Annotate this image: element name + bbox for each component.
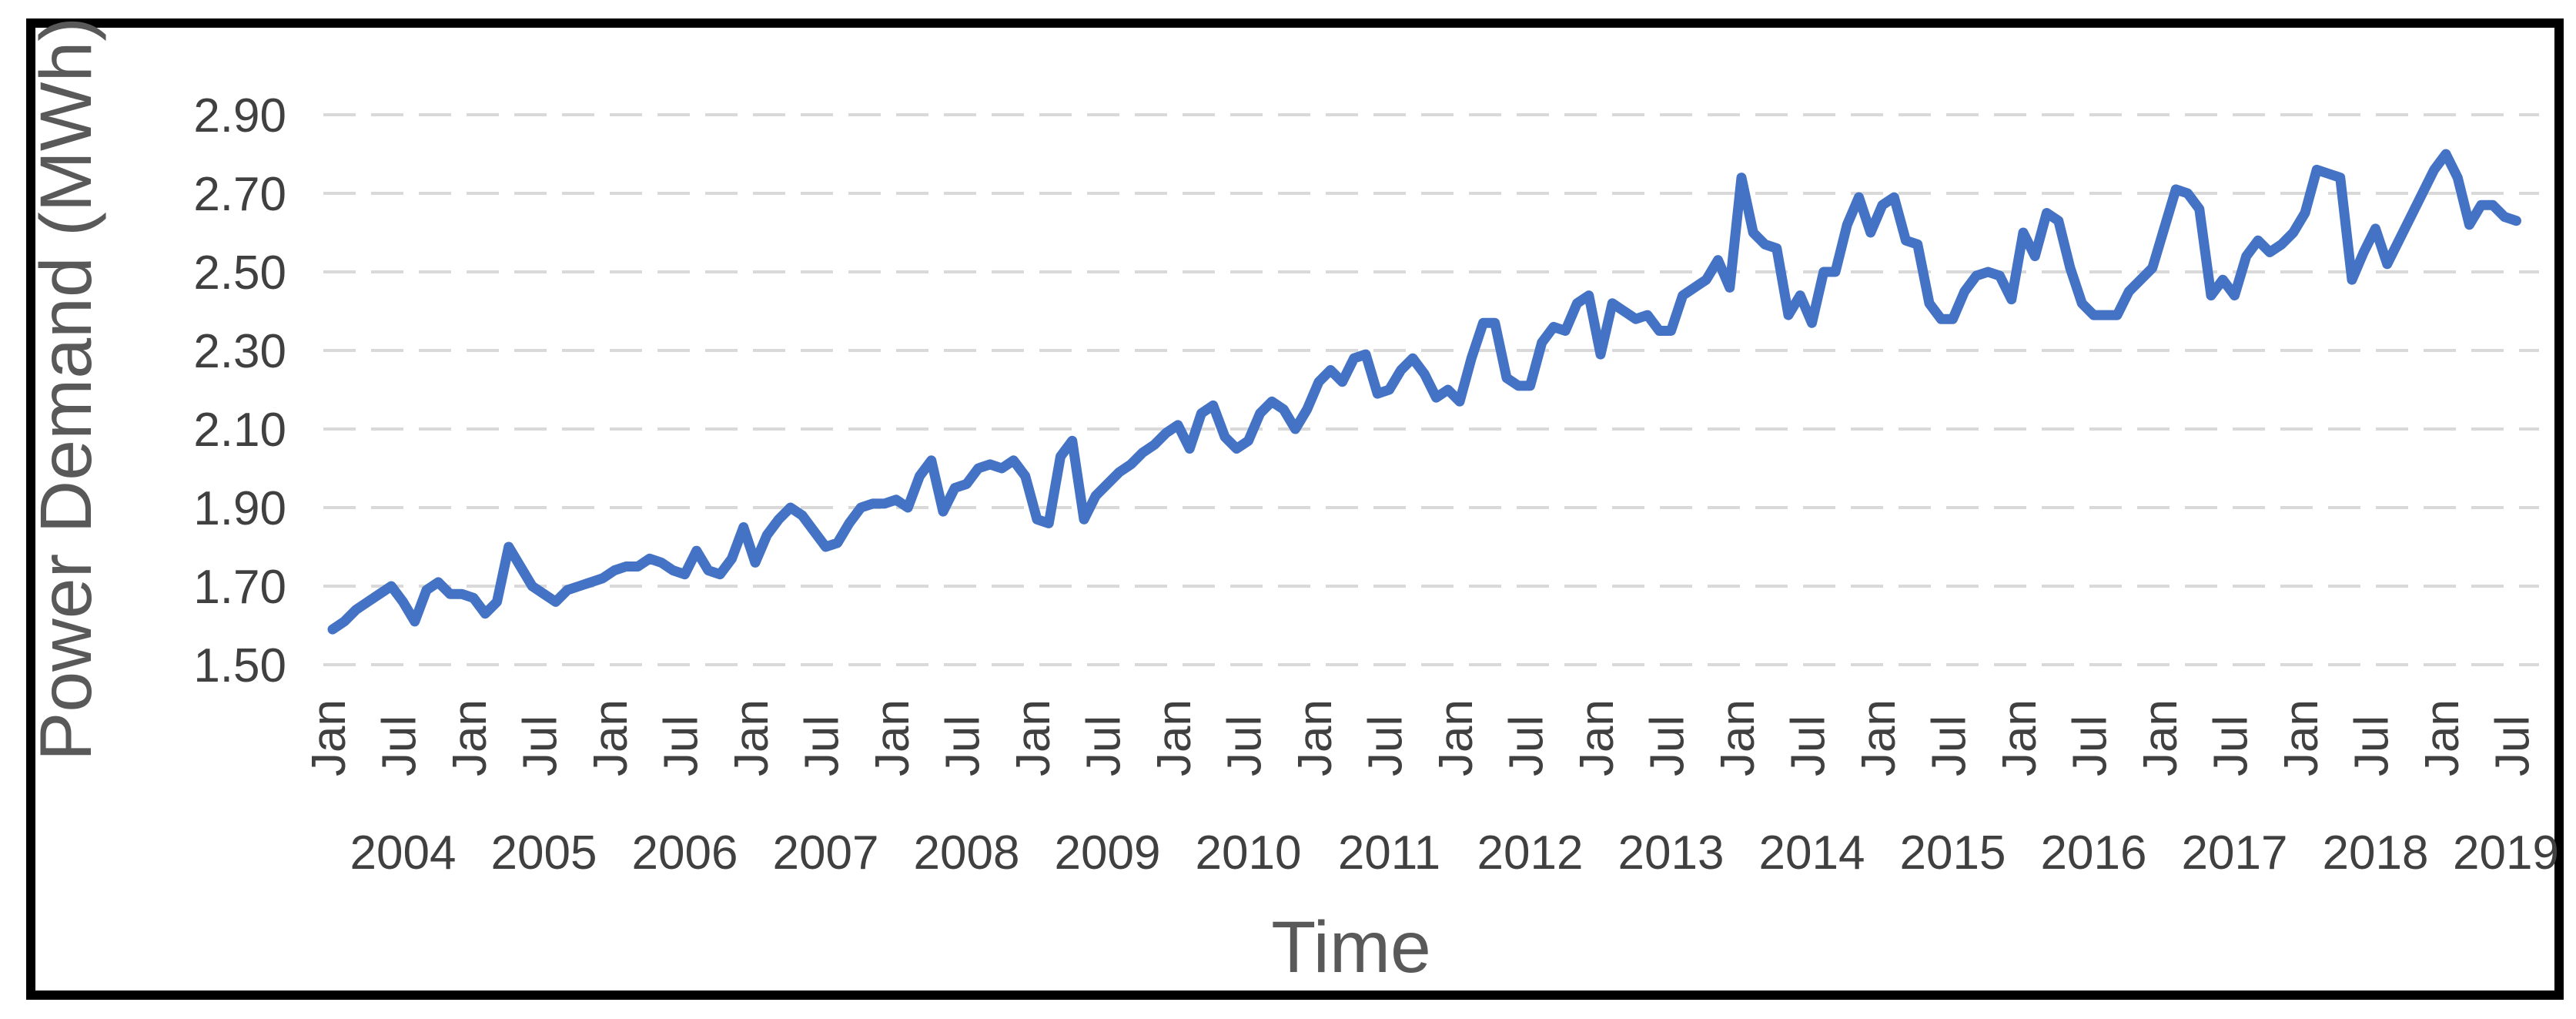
year-label: 2011	[1338, 826, 1440, 880]
x-tick-label: Jan	[1430, 699, 1483, 776]
x-tick-label: Jul	[1641, 716, 1694, 776]
y-tick-label: 2.70	[193, 168, 286, 221]
x-tick-label: Jul	[373, 716, 427, 776]
x-axis-month-tick-labels: Jan Jul Jan Jul Jan Jul Jan Jul Jan Jul Jan Jul Jan J…	[303, 699, 2540, 776]
x-tick-label: Jul	[937, 716, 990, 776]
x-tick-label: Jan	[2416, 699, 2469, 776]
x-tick-label: Jul	[1923, 716, 1976, 776]
x-tick-label: Jul	[2346, 716, 2399, 776]
year-label: 2012	[1477, 826, 1584, 880]
x-tick-label: Jan	[1711, 699, 1765, 776]
x-tick-label: Jul	[1782, 716, 1835, 776]
y-tick-label: 2.10	[193, 404, 286, 457]
year-label: 2018	[2323, 826, 2429, 880]
x-tick-label: Jul	[1219, 716, 1272, 776]
year-label: 2007	[773, 826, 879, 880]
x-tick-label: Jan	[2134, 699, 2187, 776]
x-axis-year-labels: 2004 2005 2006 2007 2008 2009 2010 2011 2012 2013…	[350, 826, 2559, 880]
year-label: 2005	[491, 826, 597, 880]
year-label: 2009	[1055, 826, 1161, 880]
x-tick-label: Jan	[1148, 699, 1201, 776]
x-tick-label: Jul	[1078, 716, 1131, 776]
x-tick-label: Jul	[1500, 716, 1554, 776]
year-label: 2008	[914, 826, 1020, 880]
power-demand-line	[327, 149, 2521, 635]
year-label: 2019	[2453, 826, 2559, 880]
x-tick-label: Jul	[655, 716, 708, 776]
x-tick-label: Jan	[2275, 699, 2328, 776]
year-label: 2014	[1759, 826, 1865, 880]
y-tick-label: 1.50	[193, 639, 286, 692]
y-tick-label: 2.50	[193, 246, 286, 300]
year-label: 2015	[1900, 826, 2006, 880]
x-tick-label: Jul	[796, 716, 849, 776]
x-tick-label: Jul	[514, 716, 567, 776]
x-tick-label: Jan	[725, 699, 778, 776]
y-tick-label: 1.70	[193, 561, 286, 614]
year-label: 2013	[1618, 826, 1725, 880]
year-label: 2006	[632, 826, 738, 880]
figure-border	[26, 18, 2564, 1000]
y-tick-label: 2.30	[193, 325, 286, 378]
x-axis-title: Time	[1271, 907, 1431, 988]
gridlines	[323, 113, 2539, 666]
x-tick-label: Jan	[1571, 699, 1624, 776]
x-tick-label: Jan	[443, 699, 497, 776]
y-tick-label: 2.90	[193, 89, 286, 142]
x-tick-label: Jan	[1993, 699, 2046, 776]
y-axis-tick-labels: 2.90 2.70 2.50 2.30 2.10 1.90 1.70 1.50	[193, 89, 286, 692]
x-tick-label: Jan	[1289, 699, 1342, 776]
x-tick-label: Jul	[1360, 716, 1413, 776]
year-label: 2010	[1196, 826, 1302, 880]
year-label: 2004	[350, 826, 457, 880]
x-tick-label: Jan	[1007, 699, 1060, 776]
y-axis-title: Power Demand (MWh)	[25, 17, 107, 761]
x-tick-label: Jan	[1852, 699, 1905, 776]
year-label: 2017	[2182, 826, 2288, 880]
x-tick-label: Jul	[2064, 716, 2117, 776]
x-tick-label: Jul	[2487, 716, 2540, 776]
year-label: 2016	[2041, 826, 2147, 880]
x-tick-label: Jan	[584, 699, 637, 776]
x-tick-label: Jul	[2205, 716, 2258, 776]
y-tick-label: 1.90	[193, 482, 286, 535]
x-tick-label: Jan	[866, 699, 919, 776]
x-tick-label: Jan	[303, 699, 356, 776]
